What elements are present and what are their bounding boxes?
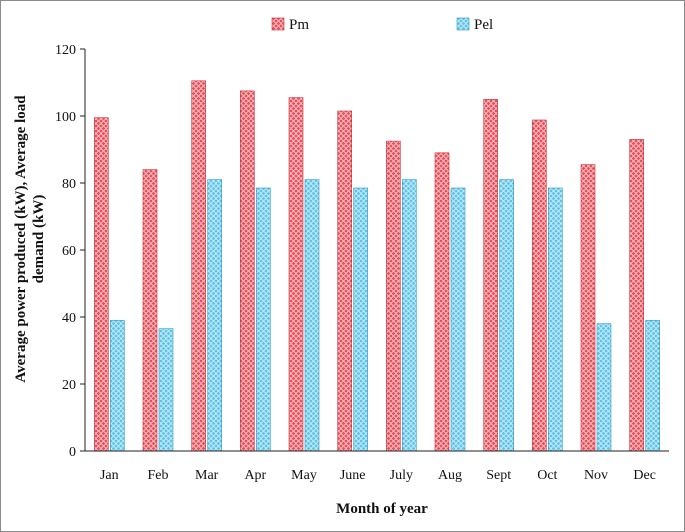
bar-pm-aug [434,152,450,452]
x-tick-label: Oct [537,468,557,483]
bar-pm-nov [580,164,596,452]
bar-pm-july [385,140,401,452]
bar-pel-mar [207,179,222,452]
x-tick-label: Feb [148,468,169,483]
bar-pel-jan [110,320,125,452]
legend-label-pel: Pel [474,17,493,33]
x-tick-label: Nov [584,468,608,483]
x-tick-label: May [291,468,317,483]
bar-pm-dec [629,139,645,452]
y-tick-label: 80 [62,177,76,192]
y-axis-title: Average power produced (kW), Average loa… [13,95,47,383]
y-tick-label: 100 [55,110,76,125]
bar-pel-aug [450,187,466,452]
bar-pel-sept [499,179,515,452]
x-tick-label: July [390,468,413,483]
x-tick-label: Dec [633,468,656,483]
bar-pel-apr [256,187,271,452]
x-tick-label: Jan [100,468,119,483]
bar-pm-may [288,97,304,452]
y-tick-label: 60 [62,244,76,259]
y-tick-label: 20 [62,378,76,393]
legend-label-pm: Pm [289,17,309,33]
legend-swatch-pm [271,17,285,31]
legend-swatch-pel [456,17,470,31]
y-tick-label: 40 [62,311,76,326]
bar-pm-jan [94,117,109,452]
bar-pm-oct [531,119,547,452]
bar-pel-july [401,179,417,452]
bar-pm-sept [483,99,499,452]
bar-pel-june [353,187,369,452]
y-axis-title-line-2: demand (kW) [31,195,47,284]
bar-pm-june [337,110,353,452]
bar-pm-feb [142,169,158,452]
bar-pel-nov [596,323,612,452]
x-tick-label: June [340,468,366,483]
bar-pm-mar [191,80,206,452]
x-axis-title: Month of year [336,501,428,517]
x-tick-label: Apr [244,468,266,483]
y-tick-label: 0 [69,445,76,460]
x-tick-label: Mar [195,468,219,483]
bar-pel-dec [645,320,661,452]
bars-layer [94,80,661,452]
y-tick-label: 120 [55,43,76,58]
bar-pel-may [304,179,320,452]
axes-layer: 0 20 40 60 80 100 120 Jan Feb Mar Apr May June July Au… [55,43,669,483]
bar-pm-apr [240,90,255,452]
bar-pel-feb [158,328,174,452]
y-axis-title-line-1: Average power produced (kW), Average loa… [13,95,29,383]
legend: Pm Pel [271,17,493,33]
bar-pel-oct [547,187,563,452]
x-tick-label: Sept [486,468,511,483]
x-tick-label: Aug [438,468,462,483]
